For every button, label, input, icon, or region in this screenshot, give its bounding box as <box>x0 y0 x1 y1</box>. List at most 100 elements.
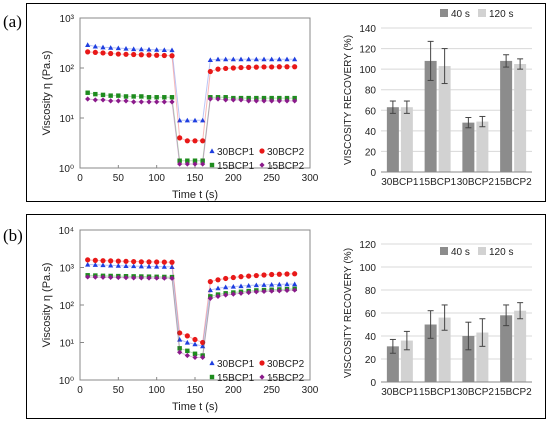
data-point-15BCP1 <box>85 90 90 95</box>
data-point-30BCP2 <box>223 65 229 72</box>
series-line-15BCP1 <box>87 274 295 357</box>
data-point-30BCP2 <box>92 257 98 263</box>
data-point-30BCP1 <box>200 343 206 349</box>
y-axis-label: VISCOSITY RECOVERY (%) <box>343 35 354 165</box>
data-point-30BCP1 <box>200 117 206 123</box>
legend-marker-30BCP2 <box>259 360 265 366</box>
data-point-30BCP2 <box>108 258 114 264</box>
data-point-30BCP2 <box>154 52 160 58</box>
data-point-30BCP2 <box>207 68 213 75</box>
data-point-15BCP2 <box>207 96 213 102</box>
data-point-15BCP2 <box>192 161 198 167</box>
series-line-15BCP1 <box>87 92 295 162</box>
legend-label-120 s: 120 s <box>489 9 513 20</box>
data-point-15BCP2 <box>230 97 236 103</box>
data-point-30BCP2 <box>85 257 91 263</box>
bar-40 s-15BCP1 <box>424 324 437 382</box>
data-point-30BCP2 <box>138 259 144 265</box>
legend-marker-15BCP2 <box>259 374 265 380</box>
data-point-15BCP2 <box>284 287 290 294</box>
y-tick-label: 10⁴ <box>59 226 74 237</box>
data-point-15BCP2 <box>276 98 282 104</box>
x-tick-label: 300 <box>302 385 319 396</box>
x-tick-label: 0 <box>77 173 83 184</box>
data-point-15BCP2 <box>200 354 206 361</box>
data-point-15BCP2 <box>161 275 167 281</box>
x-tick-label: 150 <box>187 173 204 184</box>
data-point-15BCP2 <box>92 274 98 280</box>
data-point-15BCP2 <box>292 287 298 293</box>
data-point-15BCP2 <box>207 295 213 301</box>
data-point-15BCP1 <box>277 95 282 101</box>
legend-marker-30BCP2 <box>259 148 265 154</box>
data-point-30BCP1 <box>292 56 298 62</box>
x-tick-label: 0 <box>77 385 83 396</box>
data-point-15BCP1 <box>246 95 251 101</box>
legend-label-120 s: 120 s <box>489 247 513 258</box>
x-tick-label: 30BCP1 <box>381 387 419 398</box>
viscosity-chart-0: 10⁰ 10¹ 10² 10³ 0 50 100 150 200 250 300 Time t (s)… <box>41 14 319 201</box>
data-point-30BCP2 <box>284 64 290 70</box>
data-point-15BCP2 <box>292 98 298 104</box>
data-point-15BCP2 <box>115 98 121 104</box>
data-point-15BCP1 <box>185 348 190 354</box>
data-point-30BCP1 <box>146 263 152 269</box>
data-point-30BCP1 <box>154 263 160 269</box>
legend-label-30BCP2: 30BCP2 <box>267 147 305 158</box>
data-point-30BCP2 <box>115 51 121 57</box>
data-point-30BCP1 <box>85 261 91 267</box>
y-tick-label: 60 <box>365 106 377 117</box>
data-point-15BCP2 <box>85 96 91 102</box>
data-point-15BCP1 <box>162 95 167 100</box>
data-point-15BCP1 <box>269 95 274 101</box>
data-point-30BCP1 <box>115 263 121 268</box>
data-point-15BCP2 <box>269 288 275 294</box>
bar-120 s-30BCP1 <box>400 340 413 382</box>
data-point-30BCP2 <box>230 274 236 281</box>
bar-40 s-15BCP1 <box>424 60 437 172</box>
y-tick-label: 140 <box>359 24 376 35</box>
bar-120 s-15BCP2 <box>514 64 527 172</box>
data-point-15BCP2 <box>177 161 183 167</box>
bar-120 s-15BCP1 <box>438 66 451 172</box>
y-tick-label: 100 <box>359 65 376 76</box>
data-point-30BCP1 <box>223 284 229 290</box>
legend-label-40 s: 40 s <box>451 247 470 258</box>
panel-a-label: (a) <box>3 12 22 31</box>
data-point-30BCP2 <box>269 64 275 70</box>
data-point-15BCP2 <box>146 275 152 281</box>
y-tick-label: 0 <box>370 168 376 179</box>
data-point-30BCP1 <box>215 56 221 62</box>
data-point-15BCP2 <box>223 97 229 103</box>
data-point-30BCP2 <box>246 64 252 70</box>
legend-label-40 s: 40 s <box>451 9 470 20</box>
data-point-15BCP2 <box>215 293 221 299</box>
data-point-30BCP1 <box>108 262 114 268</box>
data-point-30BCP1 <box>92 43 98 49</box>
data-point-30BCP2 <box>146 259 152 265</box>
data-point-30BCP2 <box>177 135 183 141</box>
data-point-30BCP2 <box>131 258 137 265</box>
bar-40 s-15BCP2 <box>500 315 513 382</box>
data-point-15BCP2 <box>123 275 129 281</box>
data-point-15BCP2 <box>154 275 160 281</box>
data-point-30BCP2 <box>292 64 298 70</box>
data-point-30BCP1 <box>284 281 290 287</box>
data-point-30BCP2 <box>238 64 244 71</box>
data-point-15BCP1 <box>200 158 205 163</box>
recovery-chart-0: 0 20 40 60 80 100 120 140 VISCOSITY RECOVERY (%)… <box>343 9 532 188</box>
data-point-30BCP1 <box>223 56 229 62</box>
y-tick-label: 10¹ <box>60 339 75 350</box>
panel-a-frame <box>26 3 546 202</box>
legend-label-15BCP2: 15BCP2 <box>267 161 305 172</box>
data-point-30BCP2 <box>238 274 244 280</box>
data-point-15BCP2 <box>253 289 259 295</box>
data-point-30BCP1 <box>261 56 267 62</box>
data-point-15BCP2 <box>246 289 252 296</box>
y-tick-label: 10³ <box>60 264 75 275</box>
data-point-15BCP2 <box>108 98 114 104</box>
data-point-15BCP1 <box>185 158 190 163</box>
bar-40 s-30BCP2 <box>462 336 475 382</box>
x-tick-label: 15BCP2 <box>495 387 533 398</box>
